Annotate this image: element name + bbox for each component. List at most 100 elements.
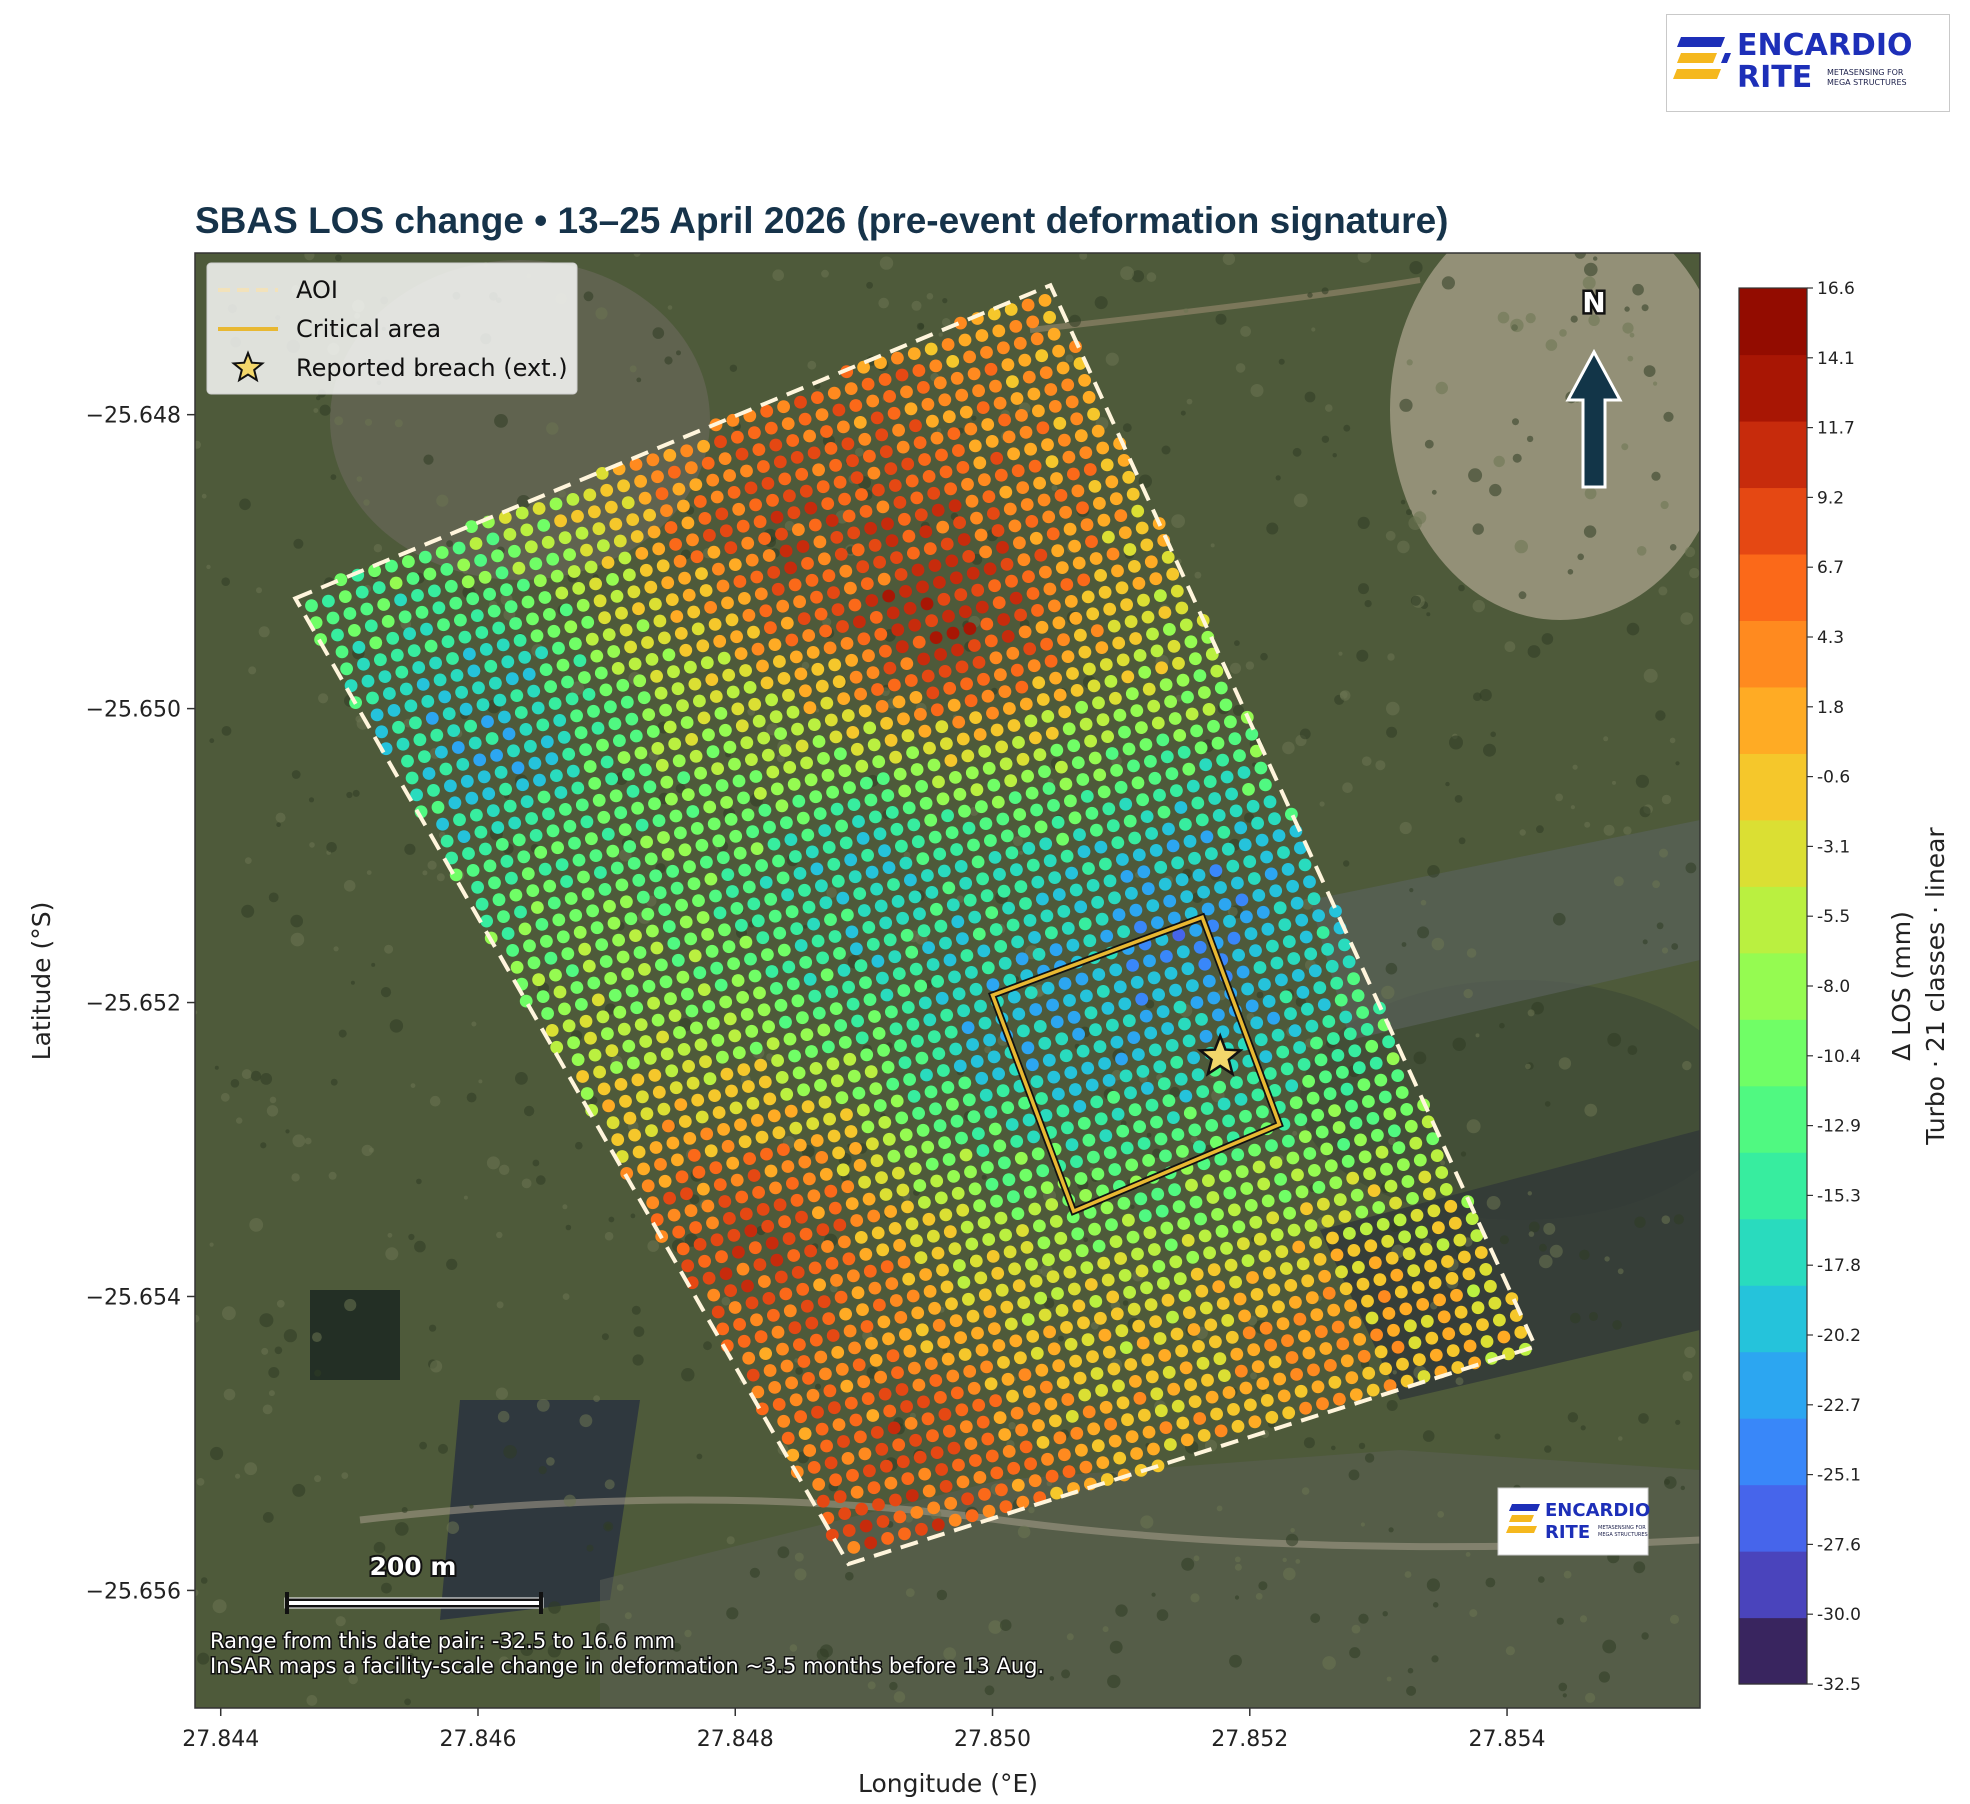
los-point <box>1071 756 1085 769</box>
los-point <box>526 884 540 897</box>
los-point <box>1040 909 1054 923</box>
los-point <box>1091 1167 1105 1181</box>
los-point <box>784 561 797 575</box>
colorbar-class-swatch <box>1739 1152 1807 1220</box>
los-point <box>1156 1005 1170 1018</box>
los-point <box>1152 988 1165 1002</box>
los-point <box>686 533 699 547</box>
los-point <box>639 763 652 777</box>
los-point <box>586 904 599 918</box>
los-point <box>890 1094 904 1108</box>
colorbar-class-swatch <box>1739 1617 1807 1685</box>
los-point <box>1006 375 1019 388</box>
los-point <box>647 996 660 1010</box>
los-point <box>657 1102 671 1116</box>
los-point <box>767 566 781 579</box>
colorbar-class-swatch <box>1739 420 1807 489</box>
colorbar-tick-label: -30.0 <box>1817 1605 1861 1625</box>
los-point <box>1221 842 1235 856</box>
los-point <box>498 511 512 524</box>
los-point <box>450 669 464 682</box>
los-point <box>893 767 907 781</box>
los-point <box>807 917 820 931</box>
los-point <box>973 1471 987 1484</box>
los-point <box>1198 1229 1212 1243</box>
los-point <box>527 684 541 698</box>
los-point <box>469 537 483 550</box>
los-point <box>956 732 970 746</box>
los-point <box>1084 1278 1098 1291</box>
los-point <box>1015 1423 1028 1437</box>
los-point <box>845 925 859 939</box>
los-point <box>1001 630 1015 643</box>
los-point <box>599 955 613 968</box>
los-point <box>957 1276 971 1289</box>
los-point <box>1032 404 1045 418</box>
los-point <box>858 704 872 718</box>
los-point <box>733 575 747 588</box>
los-point <box>1214 681 1228 695</box>
los-point <box>708 618 722 631</box>
los-point <box>1004 774 1018 788</box>
los-point <box>1294 1113 1308 1127</box>
los-point <box>703 1072 717 1086</box>
los-point <box>1110 1035 1124 1049</box>
los-point <box>1225 1330 1239 1344</box>
los-point <box>821 768 835 782</box>
los-point <box>1314 1325 1328 1338</box>
los-point <box>1393 1213 1407 1227</box>
los-point <box>474 825 488 839</box>
los-point <box>1009 1334 1023 1348</box>
los-point <box>1343 1027 1357 1041</box>
los-point <box>988 1322 1001 1335</box>
los-point <box>1149 1315 1162 1328</box>
los-point <box>1349 1116 1363 1130</box>
los-point <box>1240 1182 1254 1195</box>
los-point <box>526 612 539 626</box>
los-point <box>937 864 951 878</box>
los-point <box>903 1344 917 1358</box>
los-point <box>802 629 816 642</box>
los-point <box>377 598 391 611</box>
los-point <box>810 1134 824 1147</box>
los-point <box>1250 1288 1264 1301</box>
los-point <box>771 1325 785 1339</box>
los-point <box>1030 1075 1044 1088</box>
los-point <box>934 919 948 933</box>
los-point <box>712 834 726 848</box>
los-point <box>1193 1140 1206 1154</box>
legend-star-icon <box>231 350 265 383</box>
los-point <box>815 1422 829 1436</box>
los-point <box>1034 1291 1047 1305</box>
colorbar-class-swatch <box>1739 886 1807 954</box>
los-point <box>1108 1163 1122 1176</box>
los-point <box>806 1388 820 1402</box>
los-point <box>894 568 908 581</box>
los-point <box>1070 1155 1083 1168</box>
los-point <box>1245 727 1259 741</box>
los-point <box>1188 851 1201 865</box>
los-point <box>987 507 1000 520</box>
los-point <box>902 1272 916 1286</box>
los-point <box>1014 608 1027 622</box>
los-point <box>1119 1069 1133 1083</box>
los-point <box>1281 863 1295 876</box>
los-point <box>1148 1243 1161 1256</box>
los-point <box>623 1111 637 1125</box>
los-point <box>926 958 940 971</box>
los-point <box>779 1015 792 1029</box>
los-point <box>998 685 1012 698</box>
los-point <box>1288 1024 1302 1037</box>
los-point <box>747 625 760 639</box>
los-point <box>684 660 697 674</box>
los-point <box>1383 1107 1397 1121</box>
los-point <box>780 1359 794 1373</box>
los-point <box>1068 1282 1081 1296</box>
los-point <box>1125 687 1139 701</box>
los-point <box>579 1014 593 1028</box>
los-point <box>865 1337 878 1350</box>
los-point <box>1352 1260 1365 1274</box>
los-point <box>686 805 700 818</box>
los-point <box>1032 1419 1045 1432</box>
los-point <box>815 1151 829 1164</box>
